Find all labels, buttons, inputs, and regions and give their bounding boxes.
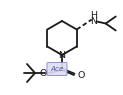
FancyBboxPatch shape bbox=[47, 63, 67, 76]
Text: H: H bbox=[90, 11, 97, 21]
Text: N: N bbox=[90, 17, 97, 27]
Text: Ace: Ace bbox=[50, 66, 64, 72]
Text: O: O bbox=[40, 68, 47, 78]
Text: O: O bbox=[77, 70, 84, 80]
Text: N: N bbox=[59, 51, 66, 59]
